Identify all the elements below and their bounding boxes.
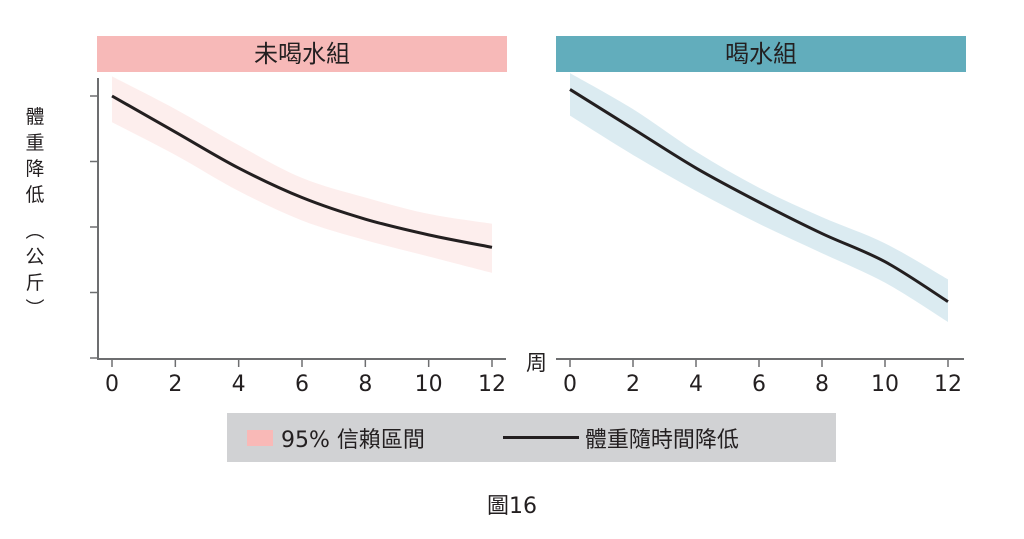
x-tick-label: 8 <box>815 372 829 397</box>
chart-plot-area: 0 2 4 6 8 10 12 0 2 4 6 8 10 12 <box>90 73 964 397</box>
legend-line-label: 體重隨時間降低 <box>584 427 739 453</box>
panel-header-water: 喝水組 <box>556 36 966 72</box>
left-panel <box>111 76 493 273</box>
legend: 95% 信賴區間 體重隨時間降低 <box>227 413 836 462</box>
x-tick-label: 6 <box>295 372 309 397</box>
ylabel-char: 體 <box>25 106 45 128</box>
x-tick-label: 12 <box>934 372 962 397</box>
trend-line <box>569 88 949 303</box>
right-panel <box>569 73 949 322</box>
x-axis-unit-label: 周 <box>526 351 547 375</box>
ylabel-char: 低 <box>25 184 45 206</box>
x-tick-label: 2 <box>168 372 182 397</box>
trend-line <box>111 94 493 249</box>
ylabel-char: 重 <box>25 132 45 154</box>
x-tick-label: 0 <box>563 372 577 397</box>
ylabel-unit-char: 斤 <box>25 272 45 294</box>
ylabel-unit-char: ︶ <box>25 298 45 320</box>
figure-caption: 圖16 <box>487 494 537 519</box>
x-tick-label: 12 <box>478 372 506 397</box>
x-tick-label: 10 <box>415 372 443 397</box>
y-axis-label: 體 重 降 低 ︵ 公 斤 ︶ <box>20 104 50 322</box>
ylabel-unit-char: ︵ <box>25 220 45 242</box>
line-swatch-icon <box>502 436 579 439</box>
ylabel-char: 降 <box>25 158 45 180</box>
confidence-band <box>570 73 948 322</box>
ylabel-unit: ︵ 公 斤 ︶ <box>20 218 50 322</box>
x-tick-label: 10 <box>871 372 899 397</box>
x-tick-label: 4 <box>689 372 703 397</box>
x-tick-label: 2 <box>626 372 640 397</box>
x-tick-label: 0 <box>105 372 119 397</box>
axes: 0 2 4 6 8 10 12 0 2 4 6 8 10 12 <box>90 78 964 397</box>
x-tick-label: 8 <box>358 372 372 397</box>
confidence-band <box>112 76 492 273</box>
x-tick-label: 4 <box>232 372 246 397</box>
panel-header-no-water: 未喝水組 <box>97 36 507 72</box>
x-tick-label: 6 <box>752 372 766 397</box>
legend-band-label: 95% 信賴區間 <box>281 427 425 453</box>
ylabel-unit-char: 公 <box>25 246 45 268</box>
confidence-band-swatch-icon <box>247 429 273 446</box>
